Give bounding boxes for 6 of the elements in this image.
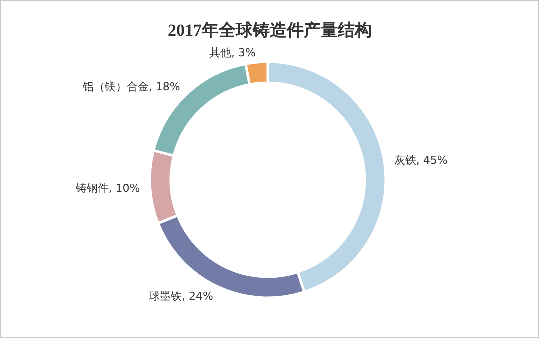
- slice-label: 其他, 3%: [210, 46, 256, 60]
- slice-label: 铸钢件, 10%: [74, 182, 140, 196]
- slice-label: 灰铁, 45%: [394, 154, 448, 167]
- slice-label: 铝（镁）合金, 18%: [82, 80, 180, 94]
- chart-title: 2017年全球铸造件产量结构: [168, 21, 372, 40]
- slice-label: 球墨铁, 24%: [149, 290, 214, 303]
